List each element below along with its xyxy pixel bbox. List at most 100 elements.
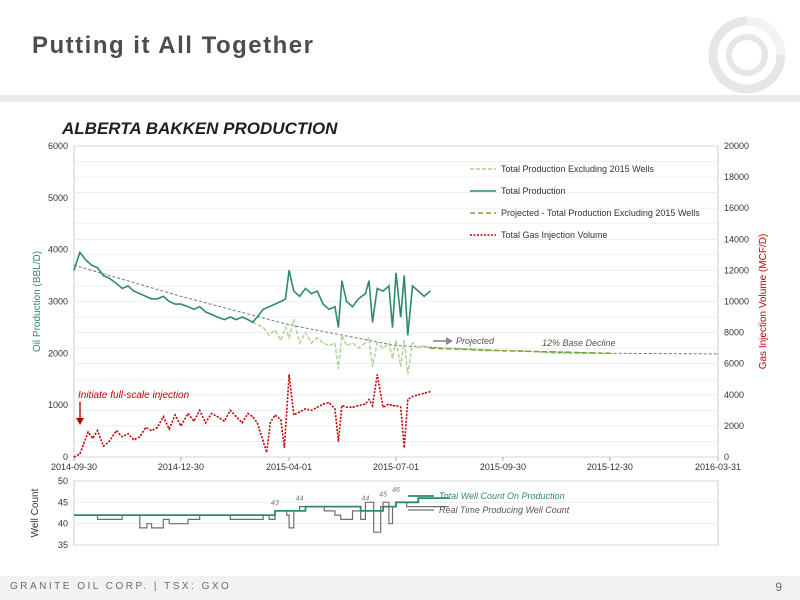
data-point xyxy=(364,293,367,295)
data-point xyxy=(293,290,295,292)
data-point xyxy=(73,456,75,458)
data-point xyxy=(241,316,243,318)
data-point xyxy=(293,414,295,416)
data-point xyxy=(357,347,359,349)
data-point xyxy=(216,415,218,418)
data-point xyxy=(262,326,264,329)
data-point xyxy=(364,403,367,405)
data-point xyxy=(102,445,104,447)
data-point xyxy=(322,403,324,405)
data-point xyxy=(92,437,94,439)
x-tick-label: 2014-12-30 xyxy=(158,462,204,472)
data-point xyxy=(102,274,104,277)
data-point xyxy=(252,321,254,323)
data-point xyxy=(376,342,378,344)
y-tick-label: 2000 xyxy=(48,348,68,358)
data-point xyxy=(288,324,290,326)
x-tick-label: 2015-07-01 xyxy=(373,462,419,472)
data-point xyxy=(334,342,336,344)
data-point xyxy=(322,303,324,305)
data-point xyxy=(407,334,409,336)
data-point xyxy=(180,295,182,297)
data-point xyxy=(337,440,340,443)
data-point xyxy=(193,420,195,422)
annotation-injection: Initiate full-scale injection xyxy=(78,390,190,401)
data-point xyxy=(262,308,264,310)
page-number: 9 xyxy=(775,580,782,594)
data-point xyxy=(337,368,340,370)
well-y-tick-label: 40 xyxy=(58,519,68,529)
footer-band xyxy=(0,576,800,600)
data-point xyxy=(210,412,213,415)
data-point xyxy=(174,414,176,416)
data-point xyxy=(205,422,207,424)
y2-tick-label: 18000 xyxy=(724,172,749,182)
data-point xyxy=(247,412,249,415)
data-point xyxy=(269,422,271,424)
data-point xyxy=(368,337,370,339)
data-point xyxy=(79,251,81,253)
data-point xyxy=(288,269,290,271)
data-point xyxy=(351,306,354,308)
data-point xyxy=(299,411,301,413)
data-point xyxy=(357,405,359,407)
data-point xyxy=(280,300,282,303)
y-tick-label: 3000 xyxy=(48,297,68,307)
data-point xyxy=(73,269,75,271)
data-point xyxy=(423,344,425,347)
data-point xyxy=(310,409,312,411)
data-point xyxy=(229,409,231,411)
projected-arrowhead xyxy=(446,337,453,345)
data-point xyxy=(388,342,390,344)
data-point xyxy=(252,415,254,418)
data-point xyxy=(121,436,123,438)
data-point xyxy=(376,373,378,376)
slide-title: Putting it All Together xyxy=(32,32,315,59)
data-point xyxy=(400,316,402,318)
data-point xyxy=(395,405,397,407)
data-point xyxy=(87,431,89,433)
data-point xyxy=(391,357,394,360)
annotation-projected: Projected xyxy=(456,336,495,346)
data-point xyxy=(108,440,110,443)
data-point xyxy=(371,405,374,407)
data-point xyxy=(133,439,135,441)
well-legend-entry: Total Well Count On Production xyxy=(439,491,565,501)
data-point xyxy=(199,409,201,411)
y2-tick-label: 16000 xyxy=(724,203,749,213)
well-plot-area xyxy=(73,480,719,546)
annotation-arrowhead xyxy=(76,418,84,425)
legend-entry: Total Production xyxy=(501,186,566,196)
y-tick-label: 5000 xyxy=(48,193,68,203)
well-y-tick-label: 50 xyxy=(58,476,68,486)
data-point xyxy=(423,295,425,297)
data-point xyxy=(115,429,117,432)
y2-tick-label: 10000 xyxy=(724,297,749,307)
data-point xyxy=(388,285,390,287)
y-tick-label: 0 xyxy=(63,452,68,462)
data-point xyxy=(391,326,394,329)
data-point xyxy=(150,298,153,300)
data-point xyxy=(162,295,164,297)
data-point xyxy=(280,419,282,421)
series-total-production xyxy=(73,250,431,336)
data-point xyxy=(145,426,147,429)
data-point xyxy=(180,425,182,427)
data-point xyxy=(193,308,195,310)
data-point xyxy=(293,319,295,321)
data-point xyxy=(411,285,414,287)
y2-axis-label: Gas Injection Volume (MCF/D) xyxy=(758,234,769,370)
y-tick-label: 4000 xyxy=(48,245,68,255)
data-point xyxy=(284,298,287,300)
data-point xyxy=(341,280,343,282)
data-point xyxy=(417,290,419,292)
legend-entry: Projected - Total Production Excluding 2… xyxy=(501,208,700,218)
data-point xyxy=(304,332,307,334)
data-point xyxy=(247,319,249,321)
y-axis-label: Oil Production (BBL/D) xyxy=(32,251,43,352)
well-y-tick-label: 35 xyxy=(58,540,68,550)
data-point xyxy=(127,285,129,287)
well-count-label: 43 xyxy=(271,500,279,507)
data-point xyxy=(168,300,170,303)
